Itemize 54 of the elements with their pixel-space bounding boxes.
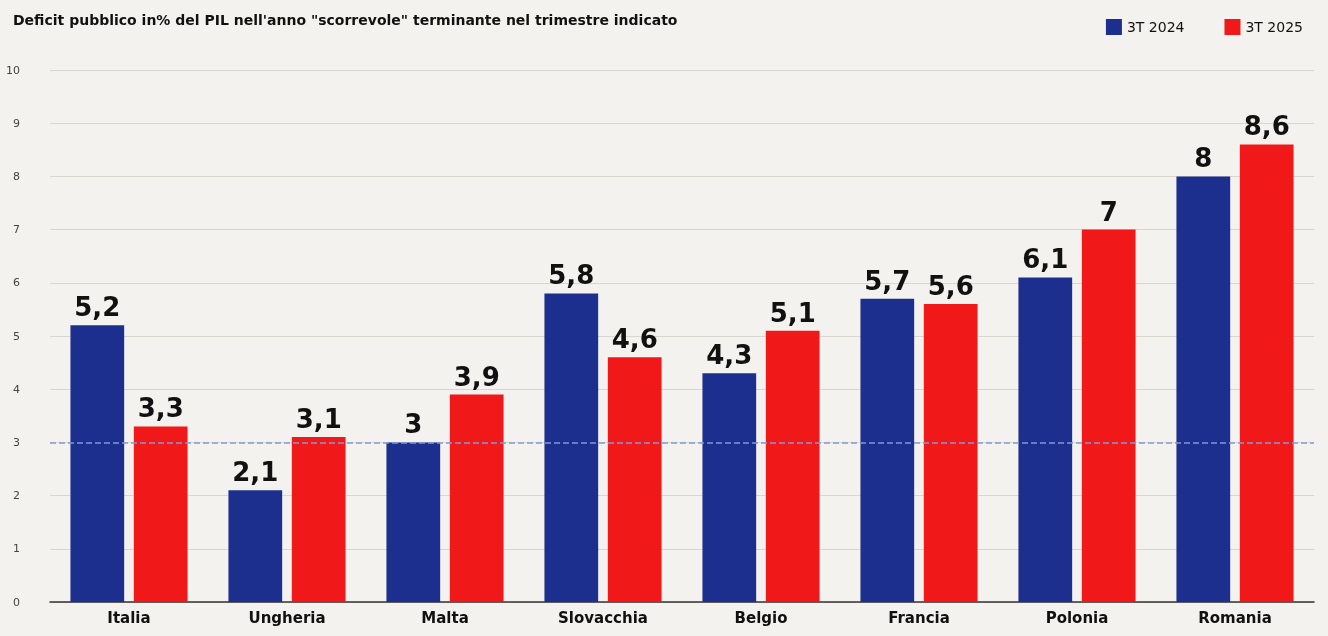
y-tick-label: 10 <box>6 63 20 77</box>
y-tick-label: 1 <box>13 542 20 556</box>
x-tick-label: Malta <box>421 608 469 627</box>
bar <box>702 373 757 602</box>
bar <box>1081 229 1136 602</box>
bar <box>386 442 441 602</box>
bar <box>607 357 662 602</box>
bar <box>1176 176 1231 602</box>
data-label: 3,3 <box>137 393 184 424</box>
legend-label: 3T 2024 <box>1126 19 1185 35</box>
bar <box>449 394 504 602</box>
data-label: 7 <box>1099 196 1118 227</box>
y-tick-label: 8 <box>13 169 20 183</box>
bar <box>544 293 599 602</box>
chart-title: Deficit pubblico in% del PIL nell'anno "scorrevole" terminante nel trimestre indicato <box>13 12 678 28</box>
x-tick-label: Slovacchia <box>558 608 648 627</box>
bar <box>1239 144 1294 602</box>
x-tick-label: Italia <box>107 608 151 627</box>
y-tick-label: 7 <box>13 223 20 237</box>
data-label: 8 <box>1194 143 1213 174</box>
y-tick-label: 3 <box>13 435 20 449</box>
y-tick-label: 6 <box>13 276 20 290</box>
data-label: 4,6 <box>611 324 658 355</box>
y-tick-label: 5 <box>13 329 20 343</box>
data-label: 3,9 <box>453 361 500 392</box>
bar <box>228 490 283 602</box>
data-label: 5,8 <box>548 260 595 291</box>
x-tick-label: Ungheria <box>248 608 326 627</box>
bar <box>291 437 346 602</box>
bar <box>765 330 820 602</box>
data-label: 4,3 <box>706 340 753 371</box>
y-tick-label: 0 <box>13 595 20 609</box>
bar <box>860 298 915 602</box>
x-tick-label: Polonia <box>1045 608 1109 627</box>
y-tick-label: 9 <box>13 116 20 130</box>
legend-label: 3T 2025 <box>1245 19 1304 35</box>
x-tick-label: Belgio <box>734 608 788 627</box>
bar <box>133 426 188 602</box>
data-label: 2,1 <box>232 457 279 488</box>
y-tick-label: 4 <box>13 382 20 396</box>
data-label: 6,1 <box>1022 244 1069 275</box>
data-label: 3,1 <box>295 404 342 435</box>
data-label: 5,7 <box>864 265 911 296</box>
x-tick-label: Romania <box>1198 608 1272 627</box>
bar <box>1018 277 1073 602</box>
data-label: 5,2 <box>74 292 121 323</box>
data-label: 8,6 <box>1243 111 1290 142</box>
bar <box>70 325 125 602</box>
x-tick-label: Francia <box>888 608 950 627</box>
data-label: 5,1 <box>769 297 816 328</box>
data-label: 3 <box>404 409 423 440</box>
y-tick-label: 2 <box>13 489 20 503</box>
bar <box>923 304 978 602</box>
data-label: 5,6 <box>927 271 974 302</box>
